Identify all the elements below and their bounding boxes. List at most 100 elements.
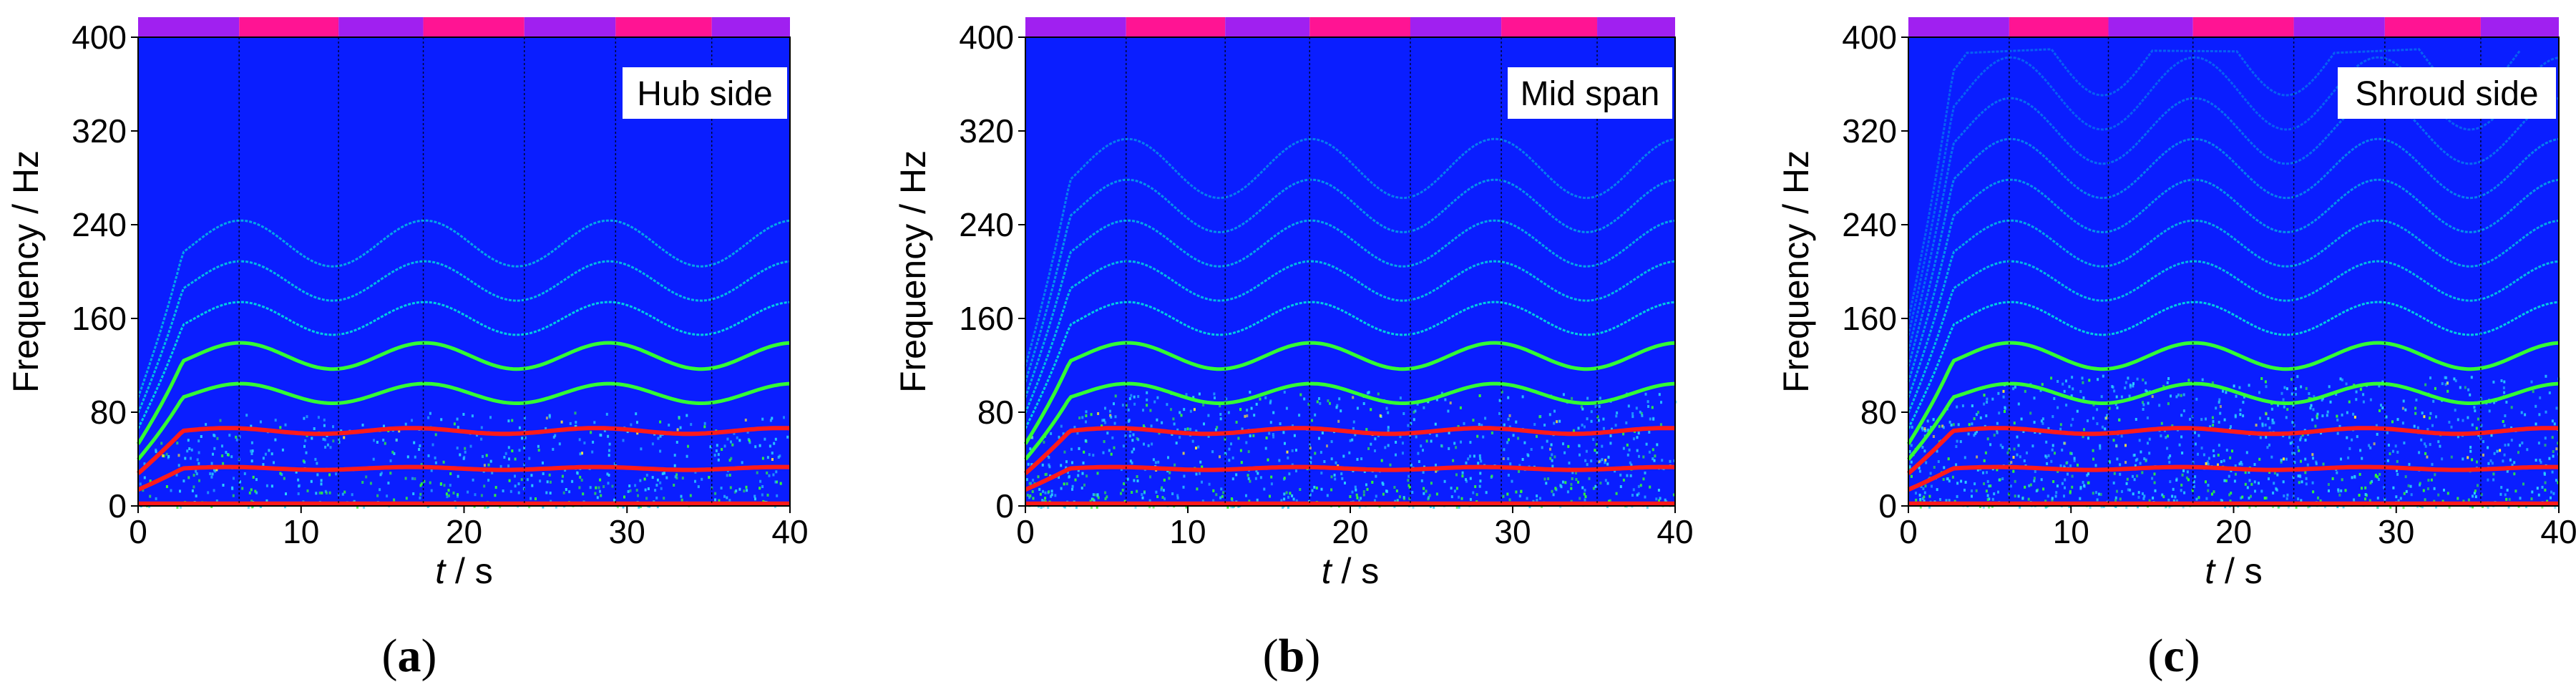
noise-speckle bbox=[485, 454, 488, 457]
noise-speckle bbox=[2553, 422, 2556, 426]
noise-speckle bbox=[1622, 432, 1625, 436]
noise-speckle bbox=[1201, 499, 1204, 503]
noise-speckle bbox=[210, 462, 213, 465]
noise-speckle bbox=[2139, 462, 2142, 465]
noise-speckle bbox=[1168, 477, 1171, 480]
noise-speckle bbox=[1129, 459, 1132, 463]
noise-speckle bbox=[2510, 406, 2513, 409]
noise-speckle bbox=[2033, 479, 2036, 483]
noise-speckle bbox=[608, 449, 610, 452]
noise-speckle bbox=[2177, 393, 2180, 396]
noise-speckle bbox=[2493, 401, 2496, 404]
noise-speckle bbox=[2301, 433, 2304, 437]
noise-speckle bbox=[252, 475, 255, 479]
noise-speckle bbox=[2539, 396, 2542, 399]
noise-speckle bbox=[2544, 488, 2547, 492]
noise-speckle bbox=[783, 416, 785, 419]
noise-speckle bbox=[1058, 476, 1060, 479]
noise-speckle bbox=[303, 416, 306, 420]
noise-speckle bbox=[1923, 427, 1926, 430]
noise-speckle bbox=[2051, 415, 2054, 419]
noise-speckle bbox=[2205, 480, 2207, 484]
noise-speckle bbox=[1078, 416, 1081, 419]
noise-speckle bbox=[315, 492, 318, 495]
noise-speckle bbox=[2205, 417, 2207, 421]
y-tick-label: 80 bbox=[90, 394, 127, 431]
noise-speckle bbox=[429, 481, 431, 484]
noise-speckle bbox=[1598, 404, 1601, 408]
noise-speckle bbox=[1269, 401, 1272, 405]
noise-speckle bbox=[2054, 494, 2057, 498]
noise-speckle bbox=[1512, 434, 1515, 437]
noise-speckle bbox=[1283, 391, 1286, 394]
noise-speckle bbox=[2520, 411, 2523, 414]
noise-speckle bbox=[1646, 400, 1649, 404]
noise-speckle bbox=[1384, 446, 1387, 449]
noise-speckle bbox=[1515, 420, 1518, 424]
noise-speckle bbox=[1939, 498, 1941, 501]
noise-speckle bbox=[754, 445, 757, 449]
noise-speckle bbox=[1575, 478, 1578, 481]
noise-speckle bbox=[323, 418, 326, 421]
noise-speckle bbox=[1071, 484, 1074, 488]
noise-speckle bbox=[1230, 497, 1233, 500]
noise-speckle bbox=[2218, 398, 2221, 401]
noise-speckle bbox=[1959, 440, 1962, 444]
noise-speckle bbox=[738, 439, 741, 442]
phase-bar-segment bbox=[1225, 17, 1310, 37]
noise-speckle bbox=[143, 476, 146, 479]
noise-speckle bbox=[1626, 453, 1629, 457]
noise-speckle bbox=[1453, 442, 1456, 445]
noise-speckle bbox=[1131, 462, 1133, 464]
noise-speckle bbox=[2396, 472, 2399, 476]
noise-speckle bbox=[2211, 381, 2214, 384]
noise-speckle bbox=[2059, 464, 2062, 467]
noise-speckle bbox=[1147, 444, 1150, 447]
noise-speckle bbox=[430, 469, 433, 472]
noise-speckle bbox=[2306, 463, 2309, 467]
noise-speckle bbox=[1215, 493, 1218, 497]
x-axis-variable: t bbox=[1322, 551, 1333, 591]
noise-speckle bbox=[2114, 496, 2117, 499]
noise-speckle bbox=[1469, 441, 1472, 444]
noise-speckle bbox=[1507, 417, 1510, 421]
noise-speckle bbox=[1658, 393, 1661, 396]
noise-speckle bbox=[2304, 439, 2307, 442]
noise-speckle bbox=[608, 474, 610, 477]
noise-speckle bbox=[1245, 441, 1248, 444]
noise-speckle bbox=[1580, 405, 1583, 409]
noise-speckle bbox=[2207, 484, 2210, 487]
noise-speckle bbox=[2292, 404, 2295, 407]
noise-speckle bbox=[1971, 422, 1974, 426]
phase-bar-segment bbox=[2384, 17, 2481, 37]
noise-speckle bbox=[583, 442, 586, 444]
noise-speckle bbox=[1478, 394, 1481, 397]
noise-speckle bbox=[2342, 505, 2345, 509]
noise-speckle bbox=[1584, 425, 1586, 429]
noise-speckle bbox=[1231, 477, 1234, 481]
noise-speckle bbox=[419, 484, 422, 487]
noise-speckle bbox=[1616, 411, 1619, 414]
noise-speckle bbox=[1581, 486, 1584, 489]
noise-speckle bbox=[2209, 425, 2212, 429]
noise-speckle bbox=[1166, 469, 1169, 473]
x-tick-label: 10 bbox=[283, 513, 319, 550]
noise-speckle bbox=[721, 448, 723, 451]
noise-speckle bbox=[1315, 486, 1318, 489]
noise-speckle bbox=[1428, 494, 1431, 497]
noise-speckle bbox=[2424, 442, 2426, 446]
noise-speckle bbox=[2286, 408, 2289, 411]
noise-speckle bbox=[2496, 449, 2499, 453]
noise-speckle bbox=[2308, 392, 2311, 395]
noise-speckle bbox=[434, 456, 436, 459]
noise-speckle bbox=[2437, 493, 2440, 497]
noise-speckle bbox=[771, 452, 774, 455]
noise-speckle bbox=[2359, 388, 2362, 391]
noise-speckle bbox=[2248, 505, 2251, 509]
noise-speckle bbox=[1101, 419, 1104, 422]
noise-speckle bbox=[2001, 446, 2004, 449]
noise-speckle bbox=[2240, 496, 2243, 499]
noise-speckle bbox=[1585, 449, 1588, 453]
noise-speckle bbox=[2120, 395, 2123, 399]
